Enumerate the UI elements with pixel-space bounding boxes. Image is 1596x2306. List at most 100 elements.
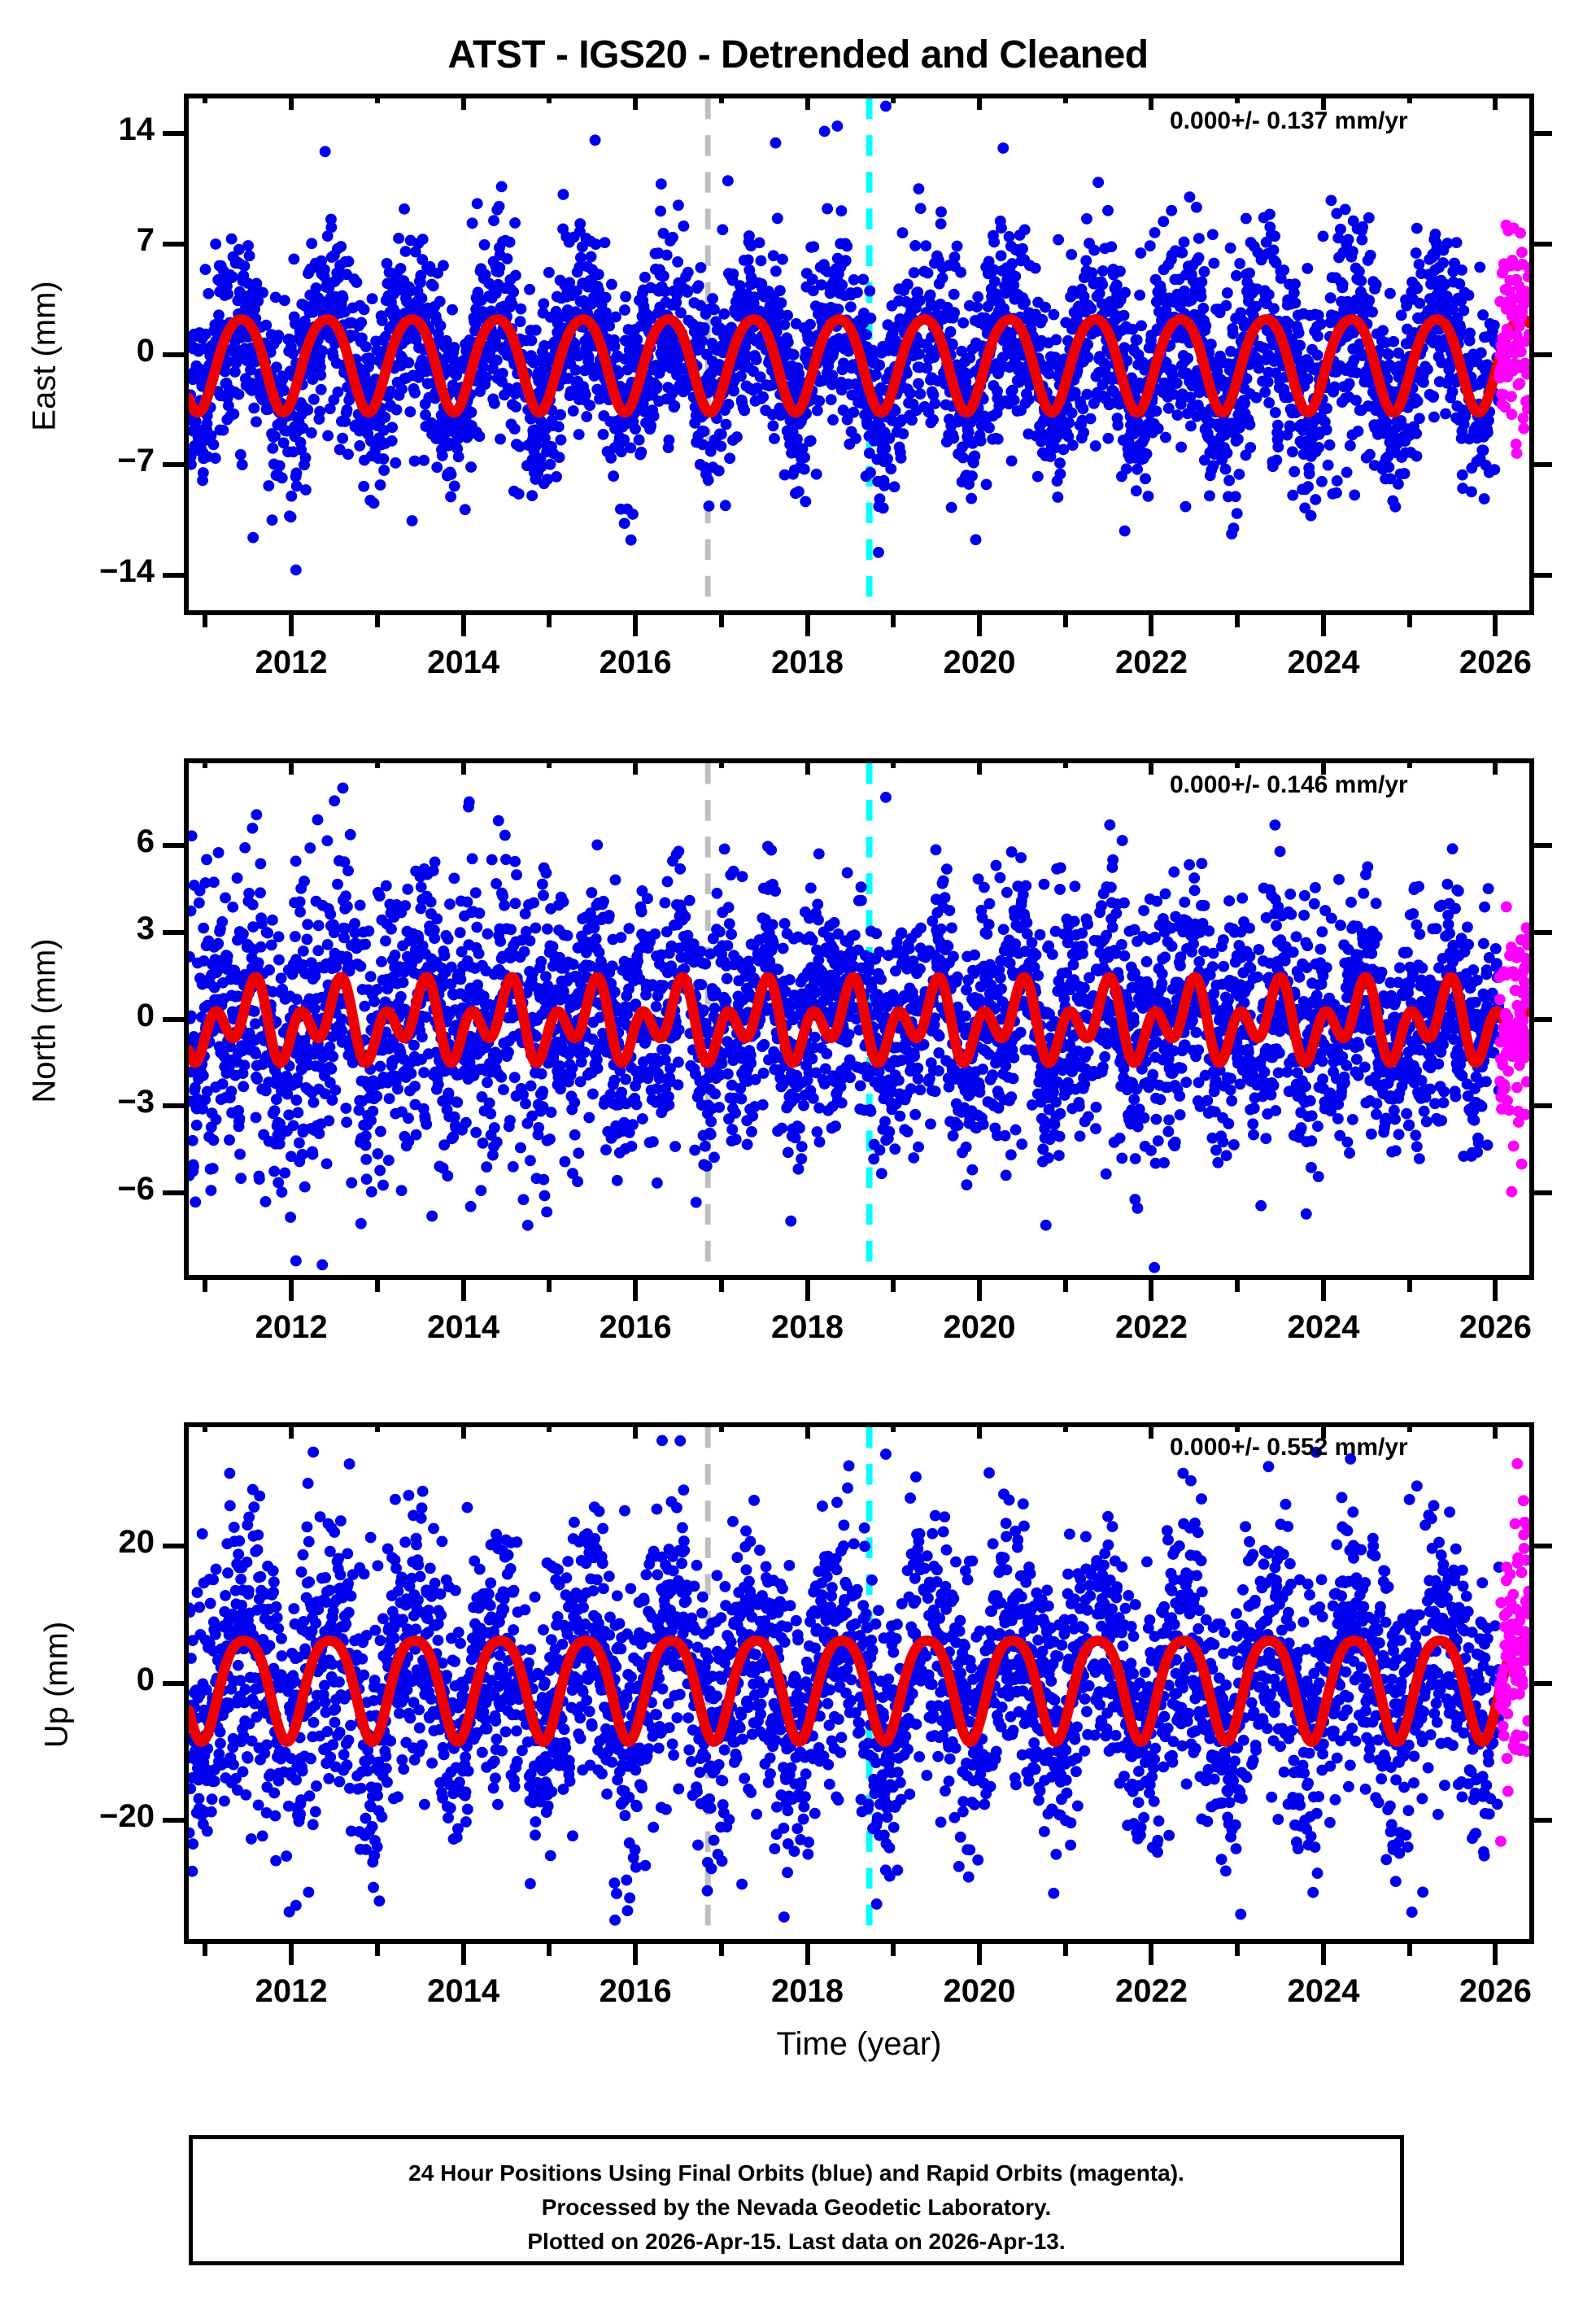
y-tick-label-up: 20 [118, 1523, 155, 1560]
x-major-tick [1149, 1944, 1153, 1965]
final-orbit-scatter [189, 120, 1505, 558]
x-major-tick [633, 1280, 638, 1301]
y-tick-east [163, 131, 184, 136]
x-minor-tick-top [891, 94, 896, 103]
y-tick-label-north: −6 [117, 1171, 155, 1208]
x-major-tick-top [805, 1422, 810, 1439]
y-tick-right-east [1534, 352, 1552, 357]
caption-line-2: Processed by the Nevada Geodetic Laborat… [541, 2195, 1052, 2220]
x-minor-tick [547, 1944, 552, 1956]
x-minor-tick [891, 1944, 896, 1956]
x-tick-label: 2020 [943, 1309, 1016, 1345]
page-title: ATST - IGS20 - Detrended and Cleaned [447, 33, 1149, 76]
x-axis-label: Time (year) [776, 2026, 942, 2062]
plot-area-north[interactable] [184, 758, 1534, 1280]
y-tick-north [163, 1103, 184, 1108]
x-major-tick-top [805, 94, 810, 110]
plot-area-east[interactable] [184, 94, 1534, 615]
outlier-point [290, 564, 302, 576]
x-tick-label: 2022 [1114, 644, 1188, 680]
x-tick-label: 2018 [771, 644, 844, 680]
x-minor-tick-top [1235, 758, 1240, 768]
x-minor-tick [547, 615, 552, 627]
caption-line-3: Plotted on 2026-Apr-15. Last data on 202… [527, 2229, 1066, 2254]
y-tick-up [163, 1544, 184, 1548]
x-minor-tick [375, 1280, 380, 1292]
x-minor-tick-top [1235, 94, 1240, 103]
y-tick-label-up: −20 [99, 1798, 155, 1835]
x-minor-tick [719, 1280, 724, 1292]
x-minor-tick [719, 615, 724, 627]
x-major-tick [977, 615, 982, 636]
x-major-tick [289, 615, 294, 636]
x-tick-label: 2022 [1114, 1973, 1188, 2009]
x-minor-tick-top [719, 94, 724, 103]
y-tick-right-north [1534, 1190, 1552, 1195]
x-minor-tick [1407, 615, 1412, 627]
x-minor-tick-top [1407, 1422, 1412, 1432]
x-minor-tick-top [719, 1422, 724, 1432]
final-orbit-scatter [189, 782, 1505, 1273]
x-minor-tick-top [547, 1422, 552, 1432]
x-minor-tick-top [891, 1422, 896, 1432]
x-minor-tick-top [1235, 1422, 1240, 1432]
x-tick-label: 2014 [427, 1973, 500, 2009]
x-tick-label: 2020 [943, 1973, 1016, 2009]
x-tick-label: 2026 [1459, 1973, 1532, 2009]
x-minor-tick [719, 1944, 724, 1956]
x-major-tick [633, 1944, 638, 1965]
x-major-tick [805, 615, 810, 636]
plot-canvas-up [189, 1427, 1529, 1939]
y-tick-right-north [1534, 930, 1552, 935]
x-minor-tick-top [1063, 758, 1068, 768]
x-minor-tick [1063, 1944, 1068, 1956]
x-tick-label: 2014 [427, 644, 500, 680]
x-tick-label: 2026 [1459, 644, 1532, 680]
y-tick-north [163, 843, 184, 848]
x-major-tick-top [633, 94, 638, 110]
x-minor-tick [1063, 1280, 1068, 1292]
x-minor-tick-top [375, 758, 380, 768]
plot-canvas-north [189, 763, 1529, 1275]
x-major-tick [289, 1280, 294, 1301]
x-major-tick [633, 615, 638, 636]
x-major-tick-top [289, 94, 294, 110]
x-major-tick [1149, 615, 1153, 636]
y-tick-east [163, 462, 184, 467]
x-minor-tick-top [547, 94, 552, 103]
x-major-tick-top [633, 1422, 638, 1439]
plot-canvas-east [189, 98, 1529, 610]
x-major-tick-top [633, 758, 638, 775]
x-major-tick [1321, 1944, 1326, 1965]
plot-area-up[interactable] [184, 1422, 1534, 1944]
x-minor-tick-top [1063, 1422, 1068, 1432]
outlier-point [290, 1255, 302, 1267]
y-tick-right-east [1534, 462, 1552, 467]
seasonal-model-curve [189, 1635, 1529, 1747]
x-minor-tick-top [203, 94, 207, 103]
y-tick-right-east [1534, 573, 1552, 578]
y-tick-right-up [1534, 1681, 1552, 1686]
x-minor-tick-top [719, 758, 724, 768]
x-major-tick [461, 1944, 466, 1965]
rate-annotation-north: 0.000+/- 0.146 mm/yr [1170, 771, 1408, 798]
y-tick-right-up [1534, 1818, 1552, 1823]
x-major-tick-top [289, 1422, 294, 1439]
x-major-tick [977, 1280, 982, 1301]
x-tick-label: 2012 [255, 1973, 328, 2009]
x-tick-label: 2016 [599, 1309, 672, 1345]
x-tick-label: 2016 [599, 644, 672, 680]
x-tick-label: 2026 [1459, 1309, 1532, 1345]
x-major-tick [1321, 1280, 1326, 1301]
y-tick-label-north: 6 [136, 823, 155, 859]
x-minor-tick [1407, 1280, 1412, 1292]
y-tick-label-north: 0 [136, 997, 155, 1033]
x-minor-tick-top [547, 758, 552, 768]
x-tick-label: 2014 [427, 1309, 500, 1345]
x-major-tick-top [461, 94, 466, 110]
y-tick-label-north: −3 [117, 1084, 155, 1120]
x-major-tick-top [805, 758, 810, 775]
x-major-tick-top [977, 758, 982, 775]
seasonal-model-curve [189, 972, 1529, 1068]
x-major-tick-top [977, 94, 982, 110]
